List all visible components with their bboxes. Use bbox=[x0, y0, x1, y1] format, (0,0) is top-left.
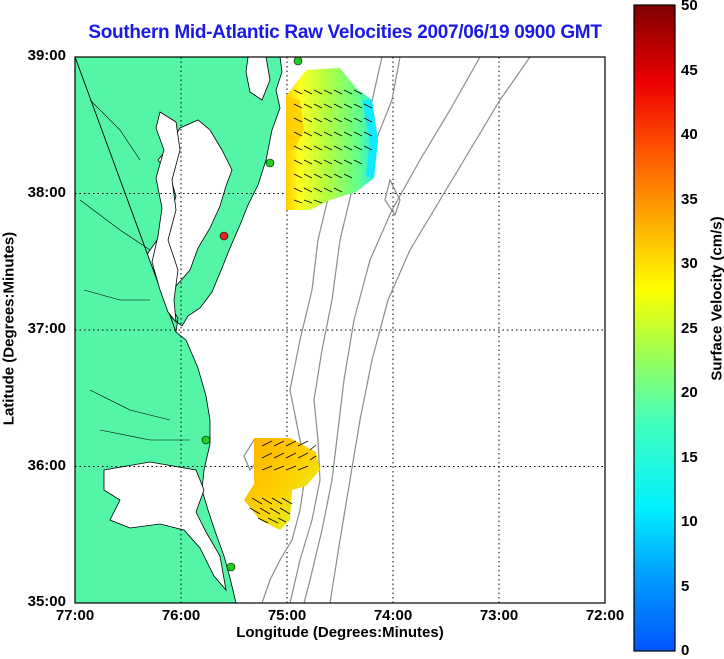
x-tick-label: 76:00 bbox=[161, 607, 201, 624]
colorbar-label: Surface Velocity (cm/s) bbox=[708, 216, 724, 381]
x-axis-label: Longitude (Degrees:Minutes) bbox=[236, 624, 444, 641]
station-marker bbox=[219, 231, 229, 241]
chesapeake-bay bbox=[151, 111, 181, 324]
colorbar-tick-label: 20 bbox=[681, 384, 698, 401]
river-inlet bbox=[79, 99, 190, 441]
radar-stations bbox=[201, 57, 303, 572]
colorbar-tick-label: 35 bbox=[681, 191, 698, 208]
colorbar-tick-label: 30 bbox=[681, 255, 698, 272]
colorbar-tick-label: 5 bbox=[681, 578, 690, 595]
pamlico-sound bbox=[103, 461, 227, 592]
station-marker bbox=[265, 158, 275, 168]
y-tick-label: 36:00 bbox=[27, 457, 66, 474]
station-marker bbox=[226, 562, 236, 572]
x-tick-label: 77:00 bbox=[55, 607, 95, 624]
colorbar-tick-label: 25 bbox=[681, 320, 698, 337]
chart-title: Southern Mid-Atlantic Raw Velocities 200… bbox=[88, 22, 602, 43]
x-tick-label: 72:00 bbox=[585, 607, 625, 624]
y-tick-label: 39:00 bbox=[27, 47, 66, 64]
colorbar-tick-label: 10 bbox=[681, 513, 698, 530]
y-tick-label: 35:00 bbox=[27, 593, 66, 610]
plot-frame bbox=[74, 56, 606, 604]
colorbar-tick-label: 40 bbox=[681, 126, 698, 143]
y-tick-label: 38:00 bbox=[27, 184, 66, 201]
colorbar-tick-label: 0 bbox=[681, 642, 690, 659]
station-marker bbox=[201, 435, 211, 445]
velocity-field-north bbox=[286, 68, 378, 210]
x-tick-label: 75:00 bbox=[267, 607, 307, 624]
station-marker bbox=[293, 57, 303, 66]
colorbar bbox=[633, 4, 676, 652]
y-tick-label: 37:00 bbox=[27, 320, 66, 337]
y-axis-label: Latitude (Degrees:Minutes) bbox=[0, 231, 18, 426]
colorbar-tick-label: 45 bbox=[681, 62, 698, 79]
colorbar-tick-label: 50 bbox=[681, 0, 698, 14]
land-mainland bbox=[75, 57, 237, 603]
velocity-field-south bbox=[244, 438, 320, 530]
x-tick-label: 74:00 bbox=[373, 607, 413, 624]
x-tick-label: 73:00 bbox=[479, 607, 519, 624]
delaware-bay bbox=[245, 57, 271, 101]
colorbar-tick-label: 15 bbox=[681, 449, 698, 466]
